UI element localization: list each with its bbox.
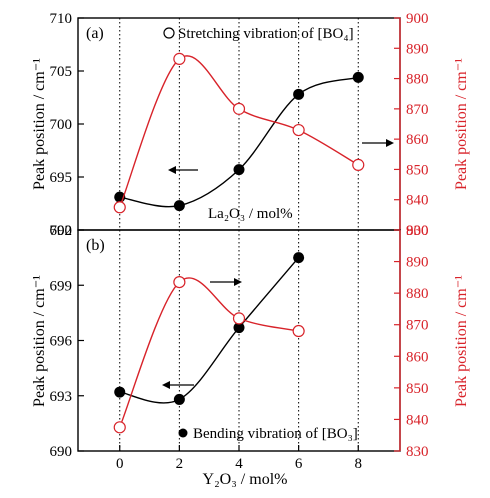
left-tick-label: 695 [50,170,73,186]
panel-a-left-axis-label: Peak position / cm⁻¹ [31,58,48,190]
data-point-filled [173,200,185,212]
data-point-open [113,421,126,434]
right-tick-label: 850 [406,162,429,178]
panel-a-left-ticks: 690 695 700 705 710 [50,11,84,239]
panel-b-legend-text: Bending vibration of [BO₃] [193,426,358,442]
x-tick-label: 0 [116,456,124,472]
data-point-filled [293,88,305,100]
left-tick-label: 702 [50,223,73,239]
panel-b-left-axis-label: Peak position / cm⁻¹ [31,275,48,407]
right-tick-label: 870 [406,318,429,334]
panel-b-legend-marker [178,428,188,438]
panel-a-series [113,52,365,214]
panel-b-right-ticks: 830 840 850 860 870 880 890 900 [394,223,429,460]
panel-a-right-ticks: 830 840 850 860 870 880 890 900 [394,11,429,239]
right-tick-label: 900 [406,11,429,27]
data-point-open [173,275,186,289]
left-tick-label: 690 [50,444,73,460]
data-point-open [352,158,365,171]
panel-a: 690 695 700 705 710 830 840 850 860 870 880 890 900… [31,11,470,239]
panel-a-gridlines [119,18,359,230]
right-tick-label: 870 [406,102,429,118]
panel-b-x-axis-label: Y₂O₃ / mol% [203,471,288,488]
data-point-open [173,52,186,65]
data-point-open [232,312,246,325]
panel-b-label: (b) [86,237,105,254]
panel-a-legend-marker [163,27,175,39]
right-tick-label: 860 [406,132,429,148]
left-tick-label: 693 [50,389,73,405]
right-tick-label: 830 [406,444,429,460]
x-tick-label: 8 [355,456,363,472]
right-tick-label: 840 [406,193,429,209]
right-tick-label: 860 [406,349,429,365]
panel-b-right-axis-label: Peak position / cm⁻¹ [453,275,470,407]
left-tick-label: 710 [50,11,73,27]
right-tick-label: 830 [406,223,429,239]
left-tick-label: 700 [50,117,73,133]
left-tick-label: 690 [50,223,73,239]
data-point-filled [352,71,364,83]
panel-a-annotation: La₂O₃ / mol% [208,206,293,222]
data-point-open [292,324,305,338]
left-series-line [119,257,300,404]
right-tick-label: 880 [406,286,429,302]
data-point-open [292,123,305,137]
panel-a-right-arrow [362,139,394,147]
left-tick-label: 699 [50,278,73,294]
panel-b-right-arrow [210,278,242,286]
right-tick-label: 880 [406,72,429,88]
data-point-filled [173,393,185,405]
right-series-line [119,277,299,428]
panel-b-gridlines [119,230,359,451]
data-point-open [113,201,126,214]
panel-b-left-arrow [162,381,194,389]
x-tick-label: 4 [235,456,243,472]
panel-a-legend-text: Stretching vibration of [BO₄] [178,26,354,42]
panel-b-series [113,252,305,434]
left-tick-label: 705 [50,64,73,80]
panel-b-left-ticks: 690 693 696 699 702 [50,223,84,460]
data-point-filled [114,386,126,398]
x-tick-label: 2 [176,456,184,472]
right-tick-label: 840 [406,412,429,428]
panel-b-x-ticks: 0 2 4 6 8 [116,445,362,472]
right-tick-label: 850 [406,381,429,397]
data-point-filled [293,252,305,264]
x-tick-label: 6 [295,456,303,472]
right-tick-label: 890 [406,255,429,271]
data-point-filled [233,164,245,176]
data-point-open [232,102,246,115]
right-tick-label: 890 [406,41,429,57]
right-tick-label: 900 [406,223,429,239]
panel-a-right-axis-label: Peak position / cm⁻¹ [453,58,470,190]
data-point-filled [233,322,245,334]
panel-a-left-arrow [168,166,198,174]
right-series-line [119,55,359,208]
left-tick-label: 696 [50,334,73,350]
panel-a-label: (a) [86,25,104,42]
